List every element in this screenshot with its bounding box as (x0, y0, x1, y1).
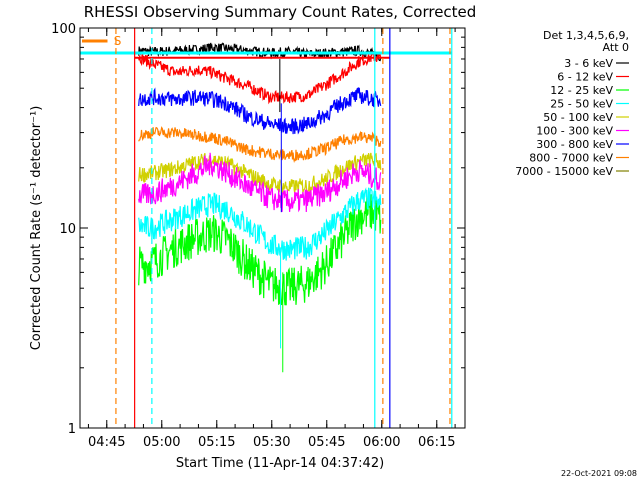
chart-title: RHESSI Observing Summary Count Rates, Co… (84, 3, 477, 21)
x-tick-label-6: 06:15 (418, 435, 455, 450)
legend-label-7: 800 - 7000 keV (529, 152, 613, 165)
x-tick-label-1: 05:00 (143, 435, 180, 450)
x-tick-label-0: 04:45 (88, 435, 125, 450)
legend-label-6: 300 - 800 keV (536, 138, 613, 151)
s-flag-label: S (114, 34, 122, 48)
legend-label-5: 100 - 300 keV (536, 125, 613, 138)
series-line-2 (138, 194, 382, 306)
x-tick-label-3: 05:30 (253, 435, 290, 450)
legend-header-line2: Att 0 (603, 41, 629, 54)
series-line-3 (138, 187, 382, 261)
axes: 04:45 05:00 05:15 05:30 05:45 06:00 06:15 1 10 10… (51, 22, 466, 450)
legend-label-4: 50 - 100 keV (543, 111, 613, 124)
series-line-7 (138, 126, 382, 163)
y-tick-label-0: 1 (68, 422, 76, 437)
y-axis-label: Corrected Count Rate (s⁻¹ detector⁻¹) (29, 106, 44, 351)
plot-area: S (80, 28, 453, 428)
series-line-6 (138, 87, 382, 135)
series-line-0 (138, 42, 382, 62)
footer-timestamp: 22-Oct-2021 09:08 (561, 469, 637, 478)
series-line-1 (138, 51, 382, 105)
y-tick-label-2: 100 (51, 22, 76, 37)
x-tick-label-2: 05:15 (198, 435, 235, 450)
legend-label-8: 7000 - 15000 keV (515, 165, 613, 178)
legend-label-2: 12 - 25 keV (550, 84, 613, 97)
x-tick-label-5: 06:00 (363, 435, 400, 450)
plot-clipped-group (80, 28, 453, 428)
series-line-5 (138, 152, 382, 213)
legend-label-0: 3 - 6 keV (564, 57, 613, 70)
legend-header-line1: Det 1,3,4,5,6,9, (543, 29, 629, 42)
x-tick-label-4: 05:45 (308, 435, 345, 450)
legend-label-1: 6 - 12 keV (557, 71, 613, 84)
x-axis-label: Start Time (11-Apr-14 04:37:42) (176, 456, 384, 471)
y-tick-label-1: 10 (59, 222, 76, 237)
legend-label-3: 25 - 50 keV (550, 98, 613, 111)
